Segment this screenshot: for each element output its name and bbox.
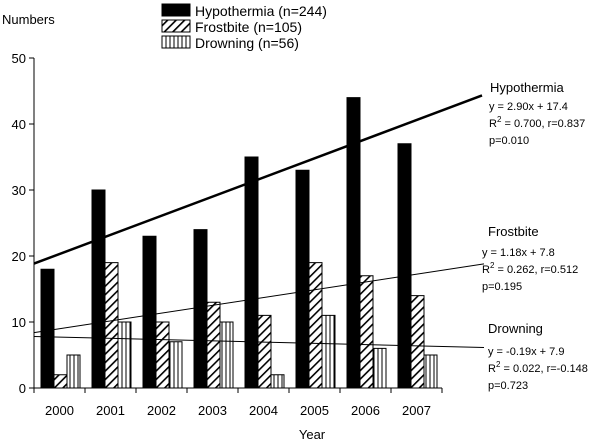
bar-frostbite-2004 xyxy=(257,314,272,388)
bar-frostbite-2003 xyxy=(206,301,221,388)
y-tick-label: 50 xyxy=(12,51,26,66)
bar-hypothermia-2002 xyxy=(142,235,157,388)
trend-name-drowning: Drowning xyxy=(488,321,543,336)
x-tick-label: 2000 xyxy=(45,403,74,418)
x-tick-label: 2007 xyxy=(402,403,431,418)
trend-equation-drowning: y = -0.19x + 7.9 xyxy=(488,346,564,358)
bar-hypothermia-2003 xyxy=(193,229,208,388)
trend-name-frostbite: Frostbite xyxy=(488,224,539,239)
x-tick-label: 2004 xyxy=(249,403,278,418)
trendline-frostbite xyxy=(33,263,485,334)
bar-drowning-2002 xyxy=(168,341,183,388)
y-tick-label: 40 xyxy=(12,117,26,132)
bar-drowning-2005 xyxy=(321,314,336,388)
trend-labels: Hypothermia y = 2.90x + 17.4 R2 = 0.700, r… xyxy=(482,80,588,392)
bar-frostbite-2002 xyxy=(155,321,170,388)
trend-name-hypothermia: Hypothermia xyxy=(490,80,564,95)
bar-frostbite-2005 xyxy=(308,262,323,388)
bar-hypothermia-2005 xyxy=(295,169,310,388)
legend-label-frostbite: Frostbite (n=105) xyxy=(195,19,302,35)
trendlines xyxy=(33,94,485,349)
legend-label-drowning: Drowning (n=56) xyxy=(195,35,299,51)
trend-r2-drowning: R2 = 0.022, r=-0.148 xyxy=(488,360,588,375)
axes: 0 10 20 30 40 50 2000 2001 2002 2003 2004 2005 2006 2… xyxy=(12,51,443,418)
bar-drowning-2006 xyxy=(372,347,387,388)
x-tick-label: 2002 xyxy=(147,403,176,418)
legend-swatch-frostbite xyxy=(161,19,191,33)
bar-hypothermia-2007 xyxy=(397,143,412,388)
bars xyxy=(40,97,438,388)
trend-equation-frostbite: y = 1.18x + 7.8 xyxy=(482,247,555,259)
y-tick-label: 10 xyxy=(12,315,26,330)
bar-frostbite-2006 xyxy=(359,275,374,388)
bar-drowning-2004 xyxy=(270,374,285,388)
x-tick-label: 2001 xyxy=(96,403,125,418)
trend-r2-hypothermia: R2 = 0.700, r=0.837 xyxy=(489,115,585,130)
legend-swatch-drowning xyxy=(161,35,191,49)
x-axis-title: Year xyxy=(299,427,326,442)
bar-hypothermia-2004 xyxy=(244,156,259,388)
y-tick-label: 0 xyxy=(19,381,26,396)
trend-p-frostbite: p=0.195 xyxy=(482,281,522,293)
trend-r2-frostbite: R2 = 0.262, r=0.512 xyxy=(482,261,578,276)
bar-drowning-2007 xyxy=(423,354,438,388)
legend: Hypothermia (n=244)Frostbite (n=105)Drow… xyxy=(161,3,327,51)
bar-hypothermia-2006 xyxy=(346,97,361,388)
bar-drowning-2000 xyxy=(66,354,81,388)
trend-p-hypothermia: p=0.010 xyxy=(489,135,529,147)
trend-equation-hypothermia: y = 2.90x + 17.4 xyxy=(489,101,568,113)
bar-drowning-2003 xyxy=(219,321,234,388)
y-tick-label: 30 xyxy=(12,183,26,198)
x-tick-label: 2006 xyxy=(351,403,380,418)
bar-frostbite-2001 xyxy=(104,262,119,388)
legend-label-hypothermia: Hypothermia (n=244) xyxy=(195,3,327,19)
bar-frostbite-2007 xyxy=(410,295,425,388)
x-tick-label: 2005 xyxy=(300,403,329,418)
x-tick-label: 2003 xyxy=(198,403,227,418)
trend-p-drowning: p=0.723 xyxy=(488,380,528,392)
bar-drowning-2001 xyxy=(117,321,132,388)
y-tick-label: 20 xyxy=(12,249,26,264)
bar-frostbite-2000 xyxy=(53,374,68,388)
bar-hypothermia-2000 xyxy=(40,268,55,388)
trendline-drowning xyxy=(33,335,485,349)
y-axis-title: Numbers xyxy=(2,12,55,27)
trendline-hypothermia xyxy=(33,94,483,265)
legend-swatch-hypothermia xyxy=(161,3,191,17)
bar-hypothermia-2001 xyxy=(91,189,106,388)
